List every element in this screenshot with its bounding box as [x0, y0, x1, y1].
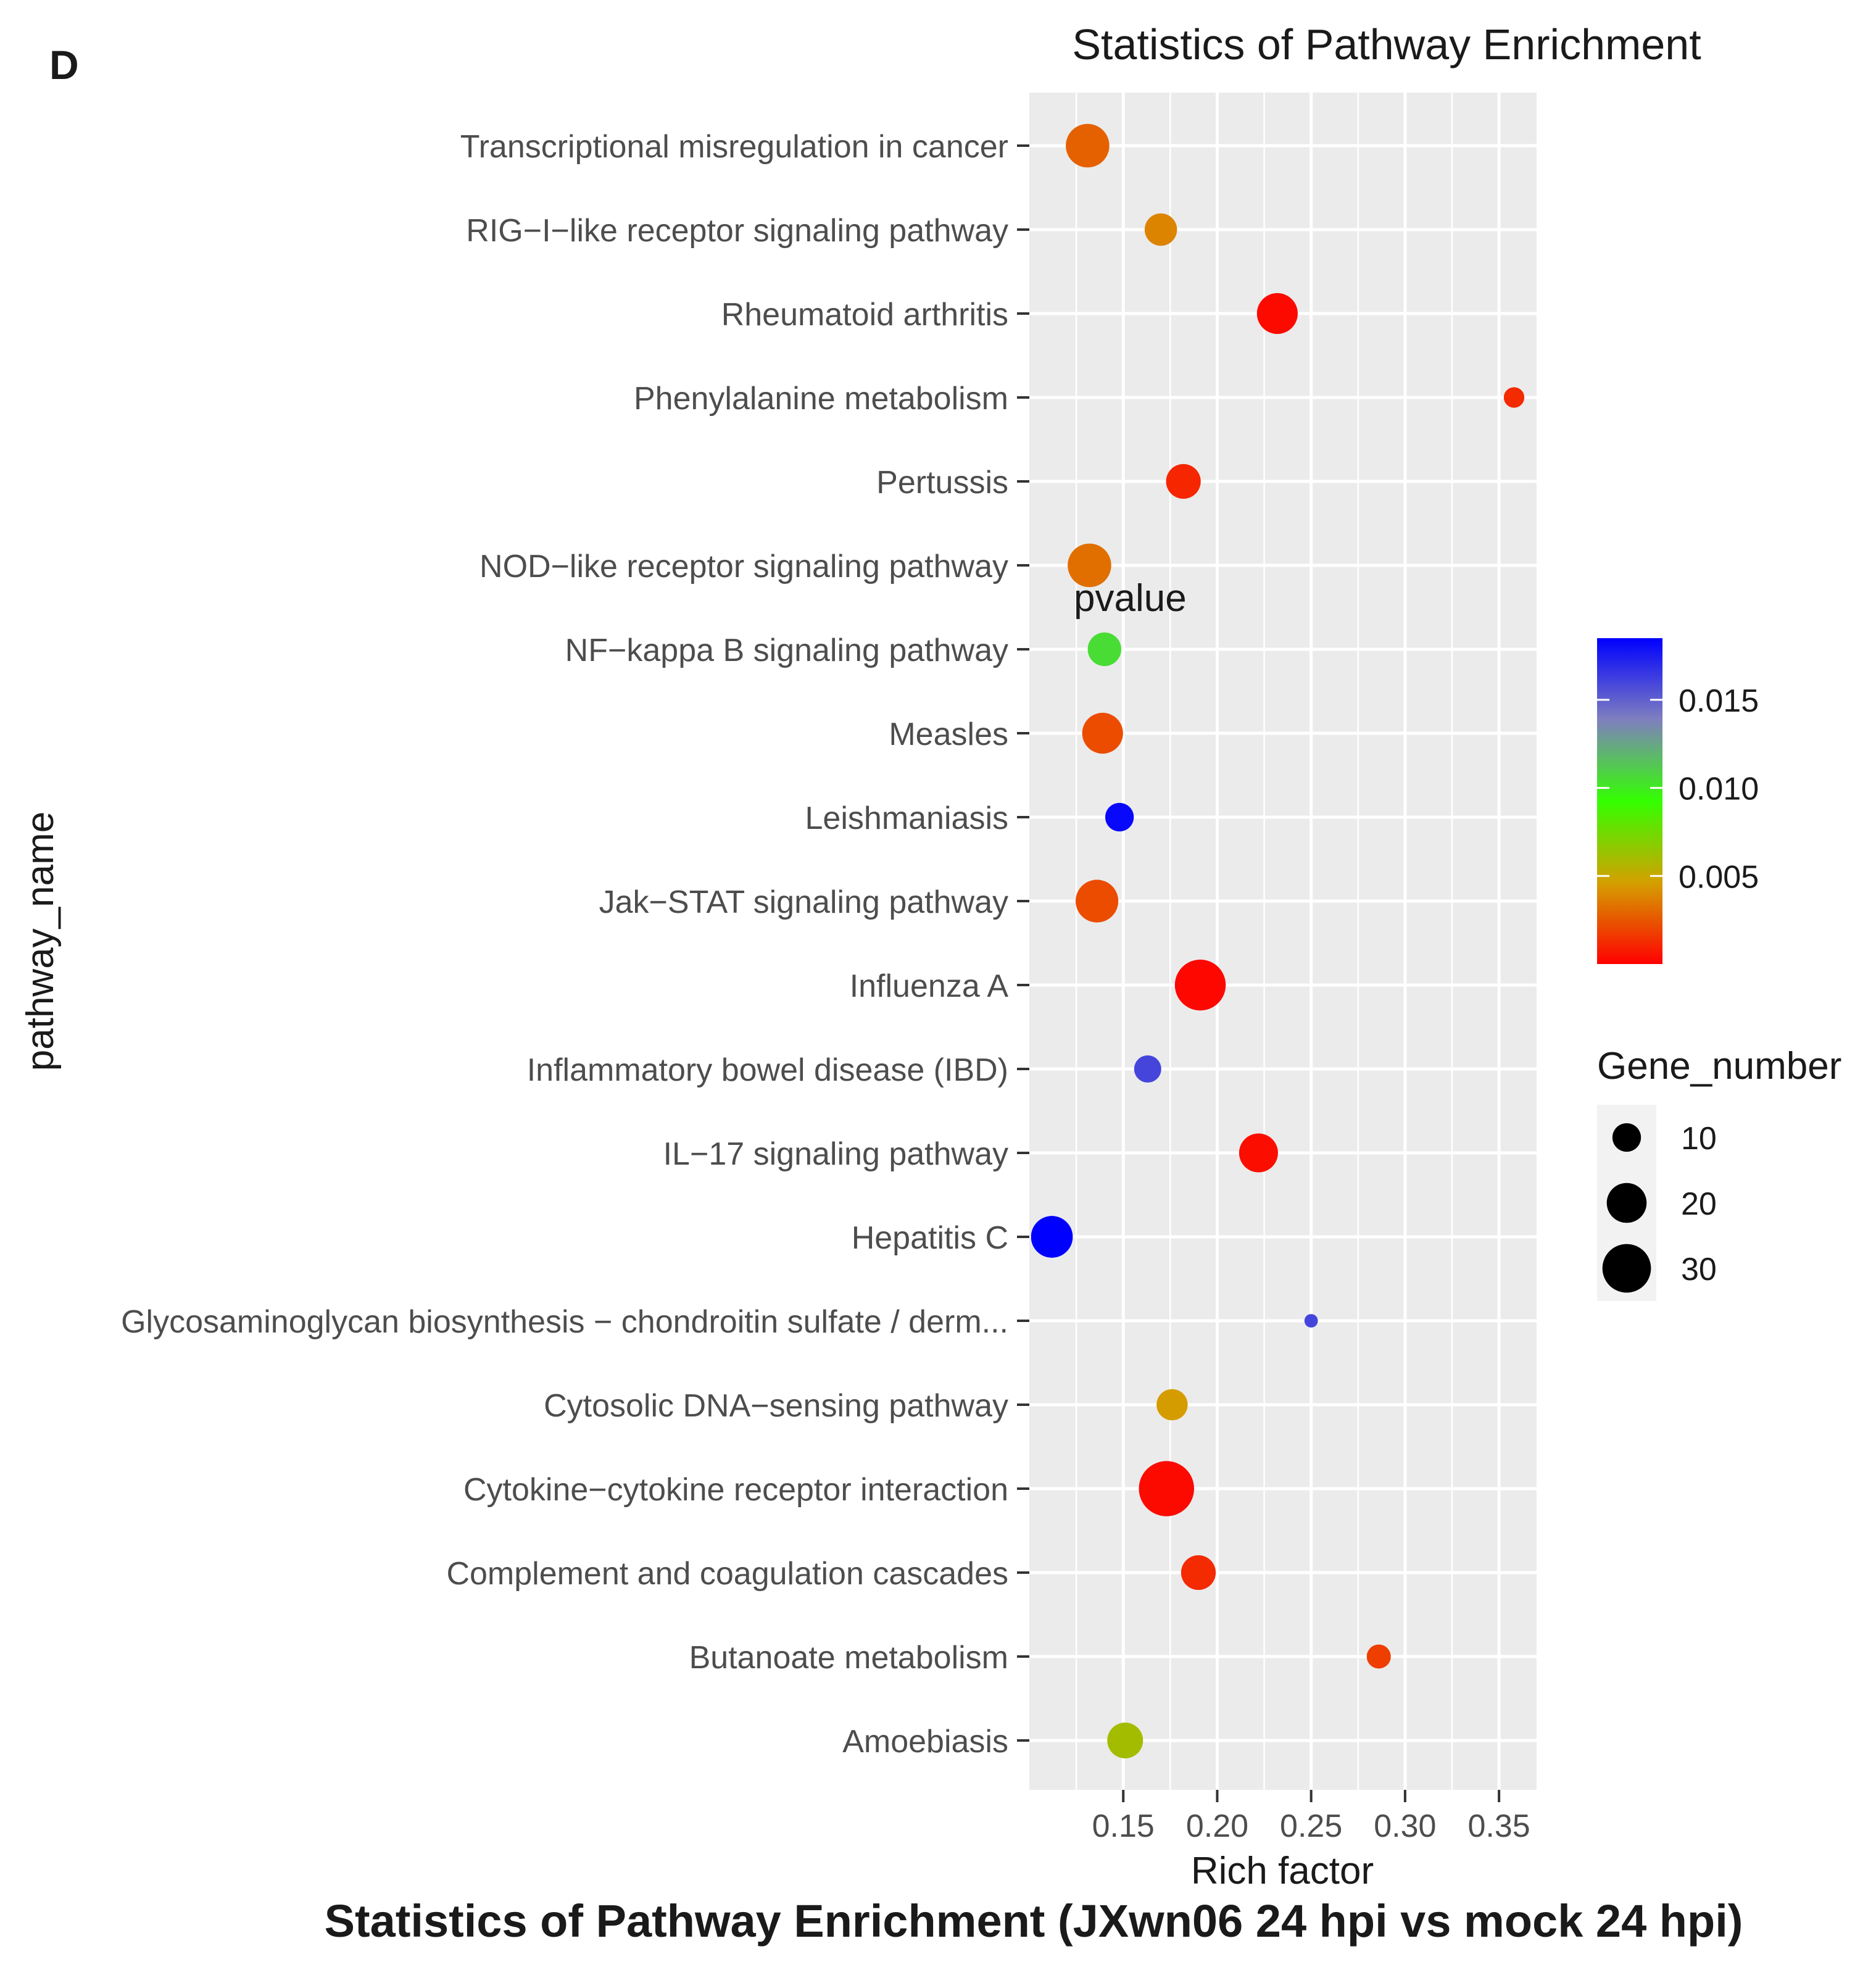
size-legend-label: 20 — [1681, 1186, 1717, 1222]
data-point — [1239, 1133, 1278, 1173]
y-tick-label: NF−kappa B signaling pathway — [565, 633, 1008, 668]
data-point — [1366, 1644, 1391, 1669]
data-point — [1082, 712, 1123, 754]
data-points — [1031, 123, 1525, 1758]
y-tick-label: Jak−STAT signaling pathway — [599, 884, 1008, 920]
size-legend-label: 10 — [1681, 1121, 1717, 1157]
y-tick-label: Leishmaniasis — [805, 800, 1009, 836]
y-axis-title: pathway_name — [19, 812, 62, 1071]
data-point — [1031, 1216, 1073, 1258]
y-tick-label: Butanoate metabolism — [689, 1640, 1008, 1676]
data-point — [1144, 213, 1177, 246]
y-tick-label: Influenza A — [850, 968, 1009, 1004]
y-tick-label: Phenylalanine metabolism — [634, 381, 1008, 417]
data-point — [1068, 543, 1111, 588]
pvalue-colorbar — [1597, 638, 1662, 964]
y-tick-label: Transcriptional misregulation in cancer — [460, 129, 1008, 165]
size-legend-dot — [1606, 1183, 1647, 1223]
data-point — [1156, 1389, 1188, 1421]
y-tick-label: Glycosaminoglycan biosynthesis − chondro… — [121, 1304, 1008, 1340]
data-point — [1076, 879, 1119, 923]
x-tick-label: 0.20 — [1186, 1808, 1248, 1844]
y-tick-label: Pertussis — [876, 465, 1008, 501]
data-point — [1087, 632, 1121, 667]
y-tick-label: IL−17 signaling pathway — [663, 1136, 1008, 1172]
panel-label: D — [49, 42, 79, 88]
colorbar-tick-label: 0.010 — [1679, 771, 1759, 807]
y-tick-label: Amoebiasis — [842, 1724, 1008, 1760]
data-point — [1105, 802, 1134, 832]
size-legend-dot — [1602, 1244, 1651, 1293]
colorbar-tick-label: 0.015 — [1679, 683, 1759, 719]
pvalue-legend-title: pvalue — [1074, 577, 1187, 620]
y-tick-label: Rheumatoid arthritis — [721, 297, 1008, 333]
data-point — [1256, 293, 1298, 335]
size-legend-dot — [1612, 1123, 1642, 1152]
y-axis: Transcriptional misregulation in cancer R… — [121, 129, 1029, 1760]
data-point — [1166, 464, 1201, 499]
figure-caption: Statistics of Pathway Enrichment (JXwn06… — [325, 1895, 1743, 1947]
y-tick-label: Cytosolic DNA−sensing pathway — [544, 1388, 1008, 1424]
y-tick-label: Complement and coagulation cascades — [446, 1556, 1008, 1592]
x-tick-label: 0.15 — [1092, 1808, 1155, 1844]
x-tick-label: 0.30 — [1374, 1808, 1436, 1844]
y-tick-label: Measles — [889, 717, 1008, 752]
colorbar-tick-label: 0.005 — [1679, 859, 1759, 895]
y-tick-label: RIG−I−like receptor signaling pathway — [466, 213, 1008, 249]
y-tick-label: Inflammatory bowel disease (IBD) — [527, 1052, 1008, 1088]
gene-number-legend: 10 20 30 — [1597, 1105, 1717, 1301]
plot-panel — [1029, 93, 1537, 1790]
y-tick-label: Cytokine−cytokine receptor interaction — [463, 1472, 1008, 1508]
data-point — [1174, 959, 1226, 1011]
size-legend-label: 30 — [1681, 1252, 1717, 1287]
chart-title: Statistics of Pathway Enrichment — [1072, 20, 1701, 69]
data-point — [1304, 1314, 1318, 1328]
data-point — [1107, 1723, 1143, 1758]
data-point — [1181, 1555, 1216, 1590]
y-tick-label: NOD−like receptor signaling pathway — [479, 549, 1008, 584]
data-point — [1066, 123, 1110, 168]
gene-number-legend-title: Gene_number — [1597, 1045, 1841, 1087]
pvalue-legend-ticks: 0.015 0.010 0.005 — [1597, 683, 1759, 895]
x-tick-label: 0.35 — [1468, 1808, 1530, 1844]
y-tick-label: Hepatitis C — [852, 1220, 1008, 1256]
data-point — [1134, 1055, 1161, 1083]
x-axis: 0.15 0.20 0.25 0.30 0.35 — [1092, 1790, 1530, 1844]
data-point — [1503, 387, 1525, 408]
data-point — [1139, 1461, 1194, 1516]
x-axis-title: Rich factor — [1191, 1850, 1374, 1892]
x-tick-label: 0.25 — [1280, 1808, 1342, 1844]
